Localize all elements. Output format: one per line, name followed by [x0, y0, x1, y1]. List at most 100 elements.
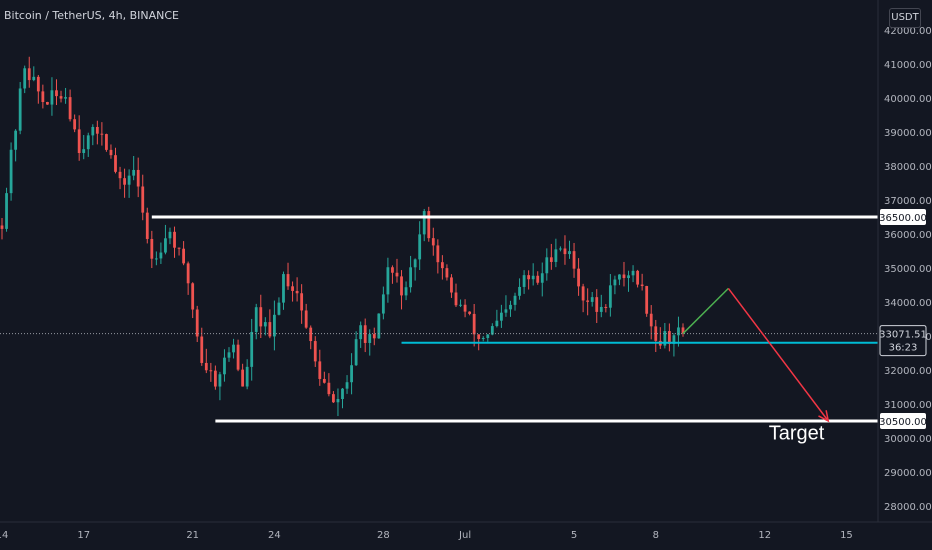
candle-body [436, 245, 440, 263]
candle-body [141, 186, 145, 213]
candle-body [218, 374, 222, 387]
candle-body [472, 313, 476, 335]
levels-group [0, 215, 878, 423]
candle-body [336, 399, 340, 403]
candle-body [572, 251, 576, 269]
candle-body [145, 212, 149, 239]
candle-body [105, 134, 108, 150]
candle-body [540, 273, 544, 283]
candle-body [454, 292, 458, 306]
candle-body [223, 357, 226, 375]
candle-body [681, 327, 685, 334]
candle-body [327, 382, 331, 395]
candle-body [640, 284, 644, 287]
candle-body [345, 382, 349, 389]
candle-body [5, 193, 8, 229]
candle-body [168, 231, 172, 239]
candle-body [164, 238, 167, 253]
candle-body [341, 388, 344, 400]
candle-body [354, 339, 358, 366]
candle-body [300, 293, 304, 311]
candle-body [68, 97, 72, 120]
candle-body [291, 286, 294, 291]
level-price-label: 30500.00 [879, 417, 927, 428]
time-tick-label: 5 [571, 530, 577, 541]
time-axis[interactable]: 14 17 21 24 28 Jul 5 8 12 15 [0, 530, 853, 541]
candle-body [295, 290, 299, 294]
candle-body [677, 327, 680, 336]
candle-body [59, 96, 63, 99]
candle-body [159, 252, 163, 259]
candle-body [322, 378, 326, 383]
candle-body [450, 277, 453, 293]
candle-body [332, 394, 335, 403]
time-tick-label: 28 [377, 530, 390, 541]
candle-body [636, 270, 639, 285]
candle-body [114, 155, 117, 172]
candle-body [318, 361, 322, 379]
candle-body [372, 334, 376, 339]
price-tick-label: 39000.00 [884, 128, 932, 139]
candle-body [627, 275, 630, 279]
candle-body [481, 337, 485, 339]
candle-body [363, 325, 367, 343]
candle-body [350, 365, 353, 383]
time-tick-label: Jul [458, 530, 471, 541]
candle-body [549, 257, 553, 262]
candle-body [559, 248, 562, 250]
projection-up-line [682, 287, 729, 335]
candle-body [381, 294, 385, 314]
candle-body [604, 306, 608, 308]
candle-body [513, 295, 517, 305]
last-price-label-bg [879, 325, 927, 357]
candle-body [586, 300, 590, 302]
candle-body [599, 306, 603, 312]
candle-body [531, 275, 535, 280]
price-tick-label: 38000.00 [884, 162, 932, 173]
candle-body [46, 102, 49, 105]
candle-body [631, 270, 635, 276]
price-tick-label: 31000.00 [884, 400, 932, 411]
candle-body [368, 334, 372, 343]
candle-body [232, 344, 235, 353]
annotation-group: Target [769, 423, 825, 445]
projection-down-line [727, 287, 829, 422]
candle-body [127, 175, 131, 185]
candle-body [490, 326, 494, 335]
price-tick-label: 30000.00 [884, 434, 932, 445]
candle-body [518, 286, 521, 296]
time-tick-label: 21 [186, 530, 199, 541]
candle-body [645, 286, 649, 314]
candle-body [663, 331, 667, 346]
price-axis[interactable]: 28000.00 29000.00 30000.00 31000.00 32000.00… [884, 26, 932, 513]
candle-body [418, 234, 422, 260]
candle-body [577, 268, 580, 287]
candle-body [400, 276, 403, 296]
candle-body [236, 344, 240, 370]
time-tick-label: 14 [0, 530, 8, 541]
time-tick-label: 12 [758, 530, 771, 541]
candle-body [77, 129, 81, 153]
candle-body [468, 311, 472, 314]
candle-body [608, 285, 612, 308]
candle-body [254, 307, 258, 332]
candle-body [213, 370, 217, 387]
candle-body [100, 133, 104, 135]
candle-body [613, 279, 617, 286]
time-tick-label: 17 [77, 530, 90, 541]
currency-button[interactable]: USDT [889, 8, 921, 28]
candle-body [282, 274, 285, 303]
candle-body [445, 268, 449, 278]
candle-body [413, 259, 417, 268]
candle-body [23, 68, 27, 89]
price-tick-label: 41000.00 [884, 60, 932, 71]
candle-body [595, 297, 599, 312]
last-price-label: 33071.51 [879, 330, 927, 341]
candle-body [154, 258, 158, 260]
candle-body [182, 248, 185, 264]
candle-body [173, 231, 176, 248]
projection-group [682, 287, 830, 423]
